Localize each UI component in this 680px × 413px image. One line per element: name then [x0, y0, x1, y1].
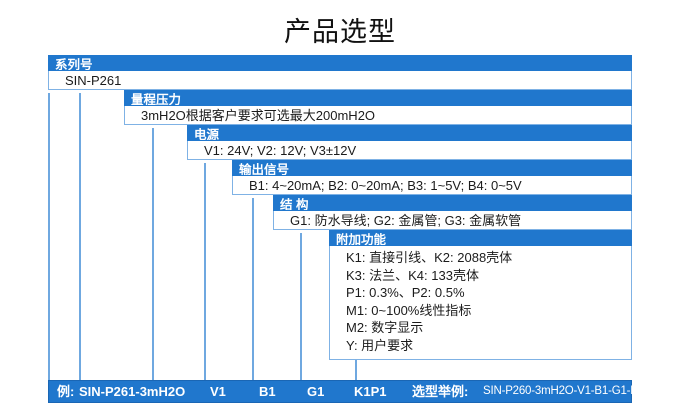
tree-header-output-signal: 输出信号	[232, 160, 632, 176]
example-label: 选型举例:	[412, 384, 469, 399]
tree-value-power: V1: 24V; V2: 12V; V3±12V	[187, 141, 632, 160]
example-code-series: SIN-P261-3mH2O	[79, 384, 186, 399]
example-code-structure: G1	[307, 384, 325, 399]
tree-header-range-pressure: 量程压力	[124, 90, 632, 106]
connector-line-series	[48, 93, 50, 380]
tree-row-extra-functions: 附加功能 K1: 直接引线、K2: 2088壳体 K3: 法兰、K4: 133壳…	[329, 230, 632, 360]
example-code-output: B1	[259, 384, 276, 399]
connector-line-output	[204, 163, 206, 380]
tree-row-structure: 结 构 G1: 防水导线; G2: 金属管; G3: 金属软管	[273, 195, 632, 230]
extra-function-line: K1: 直接引线、K2: 2088壳体	[346, 250, 513, 265]
extra-function-line: M2: 数字显示	[346, 320, 424, 335]
extra-function-line: M1: 0~100%线性指标	[346, 302, 472, 318]
tree-header-series: 系列号	[48, 55, 632, 71]
tree-value-structure: G1: 防水导线; G2: 金属管; G3: 金属软管	[273, 211, 632, 230]
selection-tree: 系列号 SIN-P261 量程压力 3mH2O根据客户要求可选最大200mH2O…	[0, 55, 680, 380]
connector-line-structure	[252, 198, 254, 380]
example-bar: 例: SIN-P261-3mH2O V1 B1 G1 K1P1 选型举例: SI…	[48, 380, 661, 403]
tree-header-structure: 结 构	[273, 195, 632, 211]
page-title: 产品选型	[284, 17, 396, 47]
tree-row-output-signal: 输出信号 B1: 4~20mA; B2: 0~20mA; B3: 1~5V; B…	[232, 160, 632, 195]
tree-value-extra-functions: K1: 直接引线、K2: 2088壳体 K3: 法兰、K4: 133壳体 P1:…	[329, 246, 632, 360]
tree-header-extra-functions: 附加功能	[329, 230, 632, 246]
example-full-code: SIN-P260-3mH2O-V1-B1-G1-K1-P1	[483, 385, 662, 397]
tree-row-power: 电源 V1: 24V; V2: 12V; V3±12V	[187, 125, 632, 160]
tree-value-output-signal: B1: 4~20mA; B2: 0~20mA; B3: 1~5V; B4: 0~…	[232, 176, 632, 195]
extra-function-line: K3: 法兰、K4: 133壳体	[346, 267, 479, 283]
example-code-power: V1	[210, 384, 226, 399]
tree-header-power: 电源	[187, 125, 632, 141]
connector-line-extra	[300, 233, 302, 380]
connector-line-power	[152, 128, 154, 380]
tree-row-series: 系列号 SIN-P261	[48, 55, 632, 90]
example-prefix-label: 例:	[57, 384, 75, 399]
extra-function-line: Y: 用户要求	[346, 337, 414, 353]
connector-line-range	[79, 93, 81, 380]
tree-row-range-pressure: 量程压力 3mH2O根据客户要求可选最大200mH2O	[124, 90, 632, 125]
example-code-extra: K1P1	[354, 384, 387, 399]
tree-value-series: SIN-P261	[48, 71, 632, 90]
tree-value-range-pressure: 3mH2O根据客户要求可选最大200mH2O	[124, 106, 632, 125]
extra-function-line: P1: 0.3%、P2: 0.5%	[346, 285, 465, 300]
